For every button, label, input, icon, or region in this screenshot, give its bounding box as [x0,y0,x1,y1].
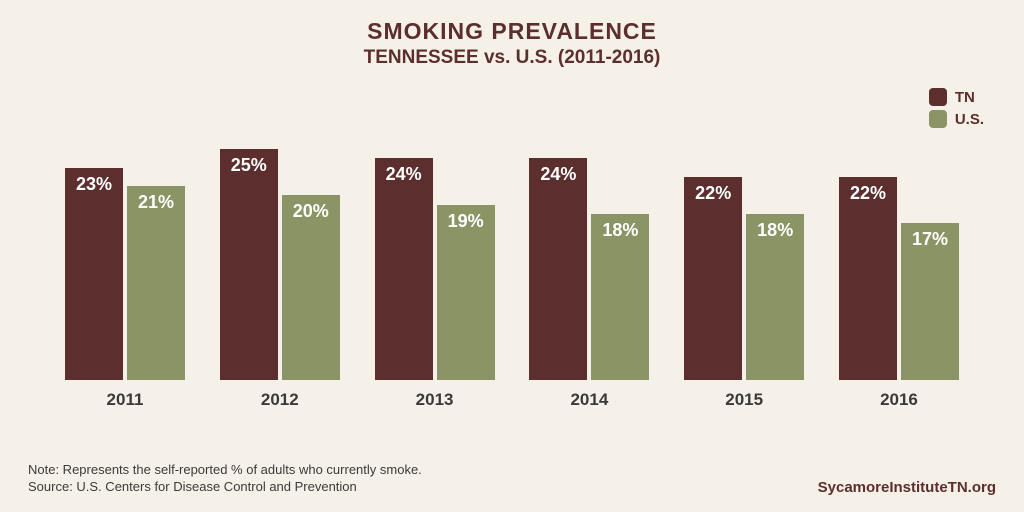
legend-label-tn: TN [955,89,975,106]
bar-pair: 24% 19% [375,140,495,380]
year-label: 2011 [107,390,144,410]
year-label: 2013 [416,390,454,410]
bar-value-label: 19% [448,211,484,232]
legend-item-tn: TN [929,88,984,106]
title-block: SMOKING PREVALENCE TENNESSEE vs. U.S. (2… [0,0,1024,69]
legend-swatch-tn [929,88,947,106]
bar-value-label: 17% [912,229,948,250]
bar-group: 22% 18% 2015 [669,140,819,410]
bar-value-label: 25% [231,155,267,176]
footer: Note: Represents the self-reported % of … [28,461,996,496]
bar-tn: 22% [684,177,742,380]
bar-us: 17% [901,223,959,380]
bar-value-label: 20% [293,201,329,222]
legend-swatch-us [929,110,947,128]
bar-value-label: 24% [540,164,576,185]
bar-pair: 22% 18% [684,140,804,380]
bar-us: 21% [127,186,185,380]
bar-group: 23% 21% 2011 [50,140,200,410]
bar-tn: 24% [375,158,433,380]
year-label: 2012 [261,390,299,410]
bar-pair: 23% 21% [65,140,185,380]
year-label: 2014 [570,390,608,410]
bar-value-label: 22% [850,183,886,204]
site-credit: SycamoreInstituteTN.org [818,479,996,496]
chart-title: SMOKING PREVALENCE [0,18,1024,45]
bar-tn: 24% [529,158,587,380]
bar-value-label: 18% [602,220,638,241]
bar-pair: 25% 20% [220,140,340,380]
legend-label-us: U.S. [955,111,984,128]
bar-pair: 24% 18% [529,140,649,380]
bar-value-label: 18% [757,220,793,241]
bar-group: 25% 20% 2012 [205,140,355,410]
bar-value-label: 22% [695,183,731,204]
bar-us: 19% [437,205,495,380]
legend: TN U.S. [929,88,984,132]
bar-group: 24% 19% 2013 [360,140,510,410]
bar-chart: 23% 21% 2011 25% 20% 2012 24% 19% 2013 24% 18% 2014… [50,140,974,410]
bar-group: 24% 18% 2014 [514,140,664,410]
note-text: Note: Represents the self-reported % of … [28,461,422,479]
bar-tn: 23% [65,168,123,380]
source-text: Source: U.S. Centers for Disease Control… [28,478,422,496]
year-label: 2015 [725,390,763,410]
bar-us: 18% [746,214,804,380]
bar-value-label: 24% [386,164,422,185]
year-label: 2016 [880,390,918,410]
bar-value-label: 23% [76,174,112,195]
footnotes: Note: Represents the self-reported % of … [28,461,422,496]
bar-tn: 25% [220,149,278,380]
bar-value-label: 21% [138,192,174,213]
chart-subtitle: TENNESSEE vs. U.S. (2011-2016) [0,47,1024,69]
bar-tn: 22% [839,177,897,380]
bar-pair: 22% 17% [839,140,959,380]
bar-group: 22% 17% 2016 [824,140,974,410]
bar-us: 18% [591,214,649,380]
bar-us: 20% [282,195,340,380]
legend-item-us: U.S. [929,110,984,128]
